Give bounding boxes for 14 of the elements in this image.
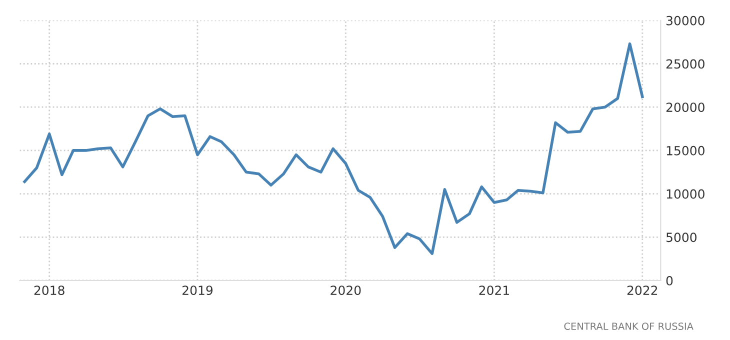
x-tick-label: 2020: [330, 286, 361, 296]
x-tick-label: 2018: [34, 286, 64, 296]
x-tick-label: 2021: [479, 286, 509, 296]
y-tick-label: 5000: [666, 232, 696, 242]
y-tick-label: 10000: [666, 189, 704, 199]
y-tick-label: 0: [666, 276, 673, 286]
y-tick-label: 30000: [666, 16, 704, 26]
y-tick-label: 15000: [666, 146, 704, 156]
text: CENTRAL BANK OF RUSSIA: [564, 322, 694, 330]
y-tick-label: 25000: [666, 59, 704, 69]
y-tick-label: 20000: [666, 102, 704, 112]
line-series: [23, 42, 644, 256]
x-tick-label: 2022: [627, 286, 658, 296]
x-tick-label: 2019: [182, 286, 213, 296]
